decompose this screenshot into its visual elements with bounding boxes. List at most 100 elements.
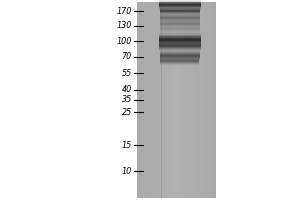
Bar — [160, 54, 200, 55]
Bar — [160, 20, 200, 21]
Bar — [198, 2, 200, 198]
Bar — [160, 61, 200, 62]
Bar — [160, 57, 200, 58]
Bar — [160, 60, 200, 61]
Bar — [210, 2, 212, 198]
Bar — [140, 2, 142, 198]
Bar — [160, 21, 200, 22]
Bar — [159, 49, 201, 50]
Bar — [159, 47, 201, 48]
Bar — [143, 2, 145, 198]
Bar — [165, 2, 167, 198]
Bar — [160, 62, 200, 63]
Bar — [159, 33, 201, 34]
Bar — [159, 4, 201, 5]
Text: 55: 55 — [122, 68, 132, 77]
Text: 170: 170 — [117, 6, 132, 16]
Bar — [160, 55, 200, 56]
Bar — [136, 2, 138, 198]
Bar — [160, 51, 200, 52]
Bar — [160, 27, 200, 28]
Bar — [170, 2, 172, 198]
Bar — [189, 2, 191, 198]
Bar — [154, 2, 156, 198]
Bar — [160, 53, 200, 54]
Text: 40: 40 — [122, 85, 132, 94]
Bar — [195, 2, 197, 198]
Bar — [160, 10, 200, 11]
Bar — [156, 2, 158, 198]
Bar — [160, 11, 200, 12]
Bar — [186, 2, 188, 198]
Bar — [160, 20, 200, 21]
Bar — [160, 13, 200, 14]
Bar — [160, 8, 200, 9]
Bar — [160, 63, 200, 64]
Bar — [160, 24, 200, 25]
Bar — [213, 2, 214, 198]
Bar — [160, 56, 200, 57]
Bar — [137, 2, 139, 198]
Bar — [159, 5, 201, 6]
Bar — [160, 49, 200, 50]
Bar — [173, 2, 175, 198]
Bar — [160, 61, 200, 62]
Bar — [159, 45, 201, 46]
Bar — [190, 2, 192, 198]
Bar — [175, 2, 177, 198]
Bar — [160, 2, 162, 198]
Bar — [159, 35, 201, 36]
Bar — [160, 52, 200, 53]
Bar — [160, 12, 200, 13]
Bar — [160, 14, 200, 15]
Bar — [160, 15, 200, 16]
Bar — [159, 40, 201, 41]
Bar — [152, 2, 153, 198]
Bar — [209, 2, 211, 198]
Bar — [211, 2, 213, 198]
Bar — [202, 2, 204, 198]
Bar — [177, 2, 179, 198]
Bar — [192, 2, 194, 198]
Bar — [160, 22, 200, 23]
Bar — [160, 23, 200, 24]
Bar — [159, 50, 201, 51]
Bar — [159, 8, 201, 9]
Bar — [160, 12, 200, 13]
Bar — [145, 2, 146, 198]
Bar — [159, 44, 201, 45]
Bar — [214, 2, 216, 198]
Bar — [159, 2, 201, 3]
Bar — [159, 47, 201, 48]
Bar — [203, 2, 205, 198]
Bar — [184, 2, 186, 198]
Bar — [160, 24, 200, 25]
Bar — [159, 9, 201, 10]
Bar — [160, 21, 200, 22]
Bar — [185, 2, 187, 198]
Bar — [162, 2, 164, 198]
Bar — [160, 13, 200, 14]
Bar — [159, 3, 201, 4]
Bar — [147, 2, 149, 198]
Text: 70: 70 — [122, 52, 132, 61]
Bar — [212, 2, 214, 198]
Bar — [159, 41, 201, 42]
Bar — [160, 16, 200, 17]
Bar — [188, 2, 190, 198]
Bar — [159, 43, 201, 44]
Bar — [193, 2, 195, 198]
Bar — [160, 22, 200, 23]
Bar — [174, 2, 176, 198]
Bar — [180, 2, 182, 198]
Bar — [183, 2, 185, 198]
Bar — [159, 0, 201, 1]
Bar — [160, 50, 200, 51]
Bar — [160, 7, 200, 8]
Bar — [150, 2, 152, 198]
Bar — [140, 2, 141, 198]
Bar — [159, 6, 201, 7]
Bar — [160, 62, 200, 63]
Bar — [166, 2, 168, 198]
Bar — [159, 1, 201, 2]
